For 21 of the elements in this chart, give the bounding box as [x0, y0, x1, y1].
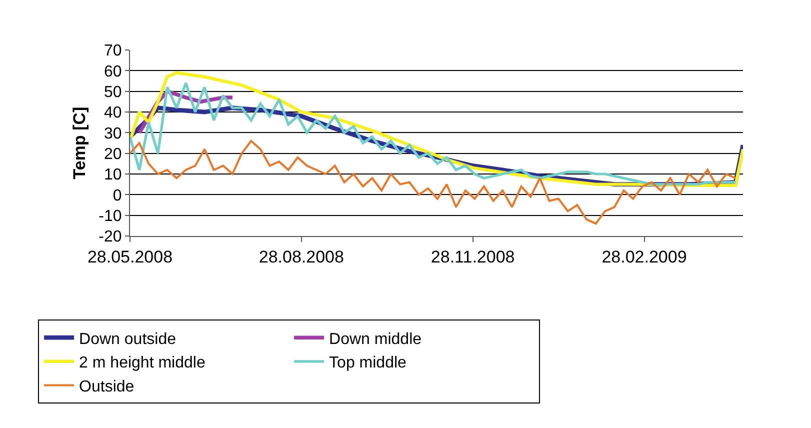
y-tick-label: -20: [98, 228, 122, 246]
y-tick-label: 70: [104, 42, 122, 60]
y-tick-label: 10: [104, 166, 122, 184]
y-tick-label: 40: [104, 104, 122, 122]
legend-label: 2 m height middle: [79, 354, 206, 372]
y-tick-label: -10: [98, 208, 122, 225]
x-tick-label: 28.05.2008: [87, 247, 173, 266]
x-tick-label: 28.08.2008: [258, 247, 344, 266]
y-tick-label: 0: [112, 187, 122, 204]
line-series: [130, 140, 737, 225]
y-tick-label: 20: [104, 146, 122, 163]
y-tick-label: 30: [104, 125, 122, 142]
x-tick-label: 28.11.2008: [430, 247, 515, 266]
legend-label: Down outside: [79, 330, 176, 348]
legend-label: Down middle: [329, 330, 422, 348]
legend-label: Outside: [79, 378, 134, 396]
y-tick-label: 60: [104, 63, 122, 80]
x-tick-label: 28.02.2009: [602, 247, 687, 266]
y-tick-label: 50: [104, 84, 122, 101]
legend-label: Top middle: [329, 354, 407, 372]
y-axis-title: Temp [C]: [70, 106, 90, 180]
